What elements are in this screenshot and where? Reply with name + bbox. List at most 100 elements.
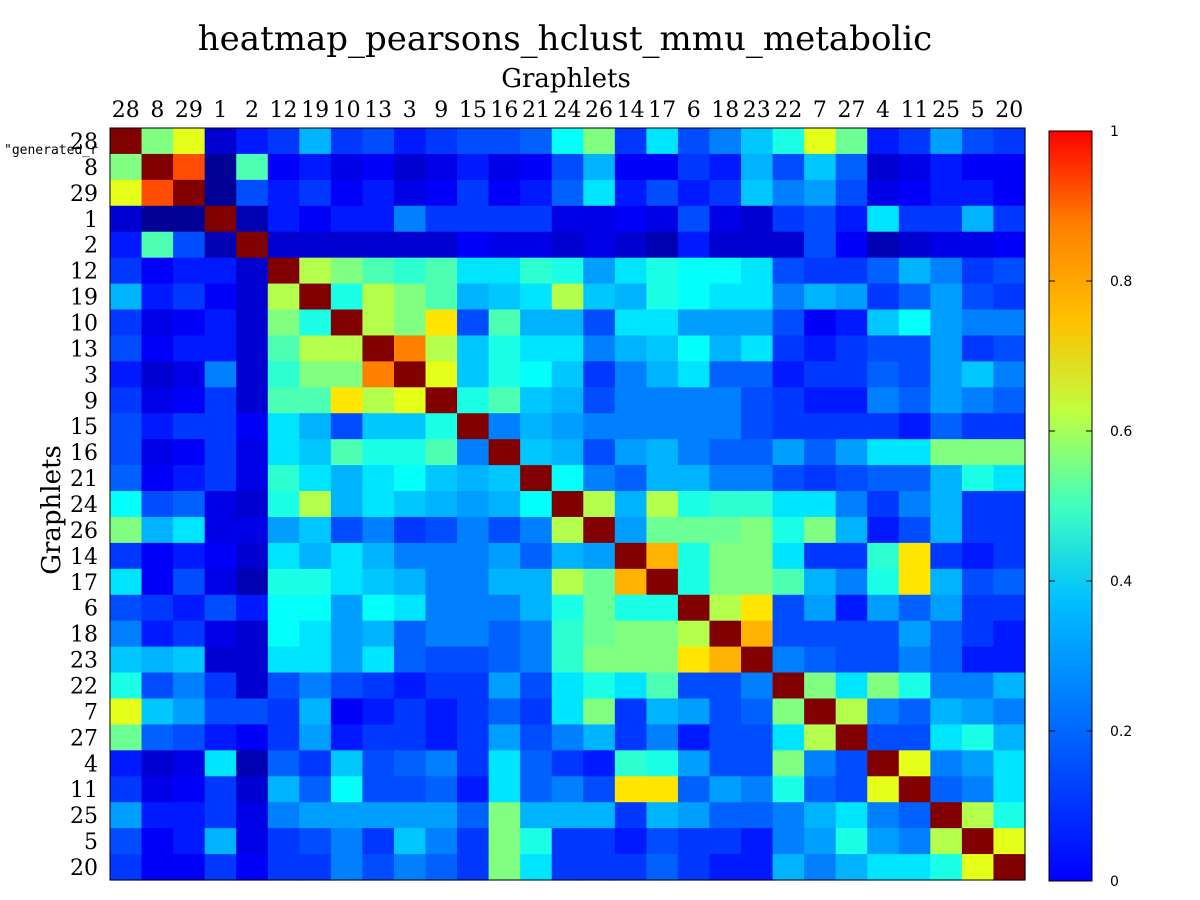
heatmap-cell bbox=[930, 309, 963, 337]
heatmap-cell bbox=[110, 257, 143, 285]
heatmap-cell bbox=[772, 802, 805, 829]
heatmap-cell bbox=[551, 205, 584, 233]
heatmap-cell bbox=[993, 828, 1026, 855]
heatmap-cell bbox=[930, 568, 963, 596]
heatmap-cell bbox=[993, 672, 1026, 700]
heatmap-cell bbox=[993, 179, 1026, 207]
heatmap-cell bbox=[362, 542, 395, 570]
y-tick-label: 15 bbox=[70, 415, 98, 440]
x-tick-label: 3 bbox=[403, 98, 417, 123]
heatmap-cell bbox=[772, 750, 805, 777]
heatmap-cell bbox=[804, 568, 837, 596]
heatmap-cell bbox=[772, 335, 805, 362]
heatmap-cell bbox=[835, 724, 868, 751]
heatmap-cell bbox=[488, 491, 521, 518]
heatmap-cell bbox=[551, 724, 584, 751]
heatmap-cell bbox=[393, 231, 427, 259]
heatmap-cell bbox=[614, 672, 647, 700]
heatmap-cell bbox=[141, 802, 174, 829]
heatmap-cell bbox=[236, 828, 269, 855]
y-tick-labels: 2882912121910133915162124261417618232272… bbox=[70, 130, 98, 881]
heatmap-cell bbox=[741, 413, 774, 440]
heatmap-cell bbox=[267, 542, 300, 570]
heatmap-cell bbox=[173, 542, 206, 570]
heatmap-cell bbox=[741, 361, 774, 388]
heatmap-cell bbox=[677, 465, 711, 492]
heatmap-cell bbox=[646, 361, 679, 388]
heatmap-cell bbox=[804, 439, 837, 466]
heatmap-cell bbox=[741, 465, 774, 492]
heatmap-cell bbox=[110, 672, 143, 700]
x-tick-label: 9 bbox=[434, 98, 448, 123]
heatmap-cell bbox=[204, 620, 237, 648]
y-tick-label: 11 bbox=[70, 778, 98, 803]
heatmap-cell bbox=[110, 594, 143, 622]
heatmap-cell bbox=[551, 257, 584, 285]
heatmap-cell bbox=[110, 542, 143, 570]
heatmap-cell bbox=[425, 646, 458, 674]
heatmap-cell bbox=[772, 594, 805, 622]
heatmap-cell bbox=[677, 646, 711, 674]
heatmap-cell bbox=[993, 594, 1026, 622]
heatmap-cell bbox=[330, 231, 364, 259]
heatmap-cell bbox=[362, 413, 395, 440]
heatmap-cell bbox=[141, 672, 174, 700]
heatmap-cell bbox=[551, 387, 584, 414]
heatmap-cell bbox=[110, 750, 143, 777]
heatmap-cell bbox=[867, 283, 900, 311]
heatmap-cell bbox=[488, 776, 521, 803]
heatmap-cell bbox=[141, 542, 174, 570]
heatmap-cell bbox=[551, 179, 584, 207]
heatmap-cell bbox=[930, 387, 963, 414]
colorbar-tick-label: 1 bbox=[1110, 124, 1119, 140]
heatmap-cell bbox=[804, 283, 837, 311]
heatmap-cell bbox=[646, 776, 679, 803]
heatmap-cell bbox=[236, 439, 269, 466]
heatmap-cell bbox=[677, 413, 711, 440]
heatmap-cell bbox=[772, 387, 805, 414]
heatmap-cell bbox=[204, 542, 237, 570]
heatmap-cell bbox=[425, 439, 458, 466]
x-tick-label: 8 bbox=[150, 98, 164, 123]
heatmap-cell bbox=[141, 620, 174, 648]
x-tick-label: 24 bbox=[554, 98, 582, 123]
heatmap-cell bbox=[867, 750, 900, 777]
x-axis-label: Graphlets bbox=[501, 64, 631, 94]
heatmap-cell bbox=[110, 179, 143, 207]
heatmap-cell bbox=[330, 828, 364, 855]
heatmap-cell bbox=[993, 257, 1026, 285]
heatmap-cell bbox=[993, 439, 1026, 466]
heatmap-cell bbox=[646, 205, 679, 233]
heatmap-cell bbox=[141, 387, 174, 414]
heatmap-cell bbox=[362, 750, 395, 777]
heatmap-cell bbox=[520, 205, 553, 233]
heatmap-cell bbox=[488, 361, 521, 388]
heatmap-cell bbox=[267, 205, 300, 233]
heatmap-cell bbox=[709, 568, 742, 596]
x-tick-labels: 28 8 29 1 2 12 19 10 13 3 9 15 16 21 24 26 14 17 6 18 23 22 7 2… bbox=[112, 98, 1023, 123]
heatmap-cell bbox=[204, 594, 237, 622]
heatmap-cell bbox=[362, 153, 395, 181]
heatmap-cell bbox=[110, 620, 143, 648]
heatmap-cell bbox=[393, 153, 427, 181]
heatmap-cell bbox=[393, 179, 427, 207]
heatmap-cell bbox=[204, 179, 237, 207]
heatmap-cell bbox=[772, 672, 805, 700]
heatmap-cell bbox=[236, 491, 269, 518]
heatmap-cell bbox=[457, 776, 490, 803]
heatmap-cell bbox=[110, 776, 143, 803]
heatmap-cell bbox=[173, 179, 206, 207]
heatmap-cell bbox=[141, 179, 174, 207]
y-tick-label: 2 bbox=[84, 234, 98, 259]
heatmap-cell bbox=[330, 594, 364, 622]
heatmap-cell bbox=[961, 491, 995, 518]
heatmap-cell bbox=[236, 620, 269, 648]
heatmap-cell bbox=[993, 568, 1026, 596]
heatmap-cell bbox=[677, 361, 711, 388]
heatmap-cell bbox=[898, 439, 931, 466]
heatmap-cell bbox=[804, 854, 837, 881]
heatmap-cell bbox=[677, 128, 711, 155]
heatmap-cell bbox=[804, 128, 837, 155]
heatmap-cell bbox=[393, 439, 427, 466]
heatmap-cell bbox=[677, 231, 711, 259]
